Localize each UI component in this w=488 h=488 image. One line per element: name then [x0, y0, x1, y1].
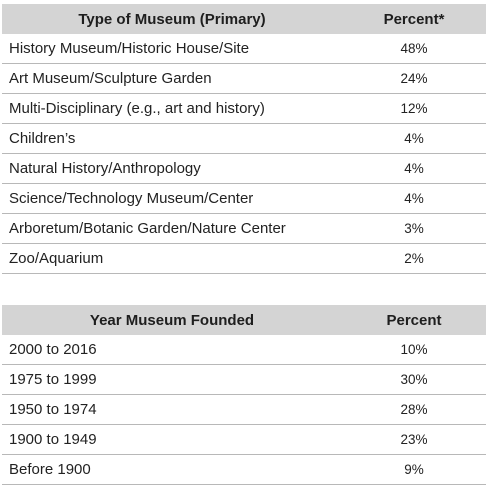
table-row: History Museum/Historic House/Site 48%: [2, 34, 486, 64]
row-value: 4%: [404, 161, 424, 176]
row-label: 1900 to 1949: [9, 431, 97, 448]
row-value: 2%: [404, 251, 424, 266]
row-label: Children’s: [9, 130, 76, 147]
row-label: 2000 to 2016: [9, 341, 97, 358]
table-row: Science/Technology Museum/Center 4%: [2, 184, 486, 214]
museum-type-table: Type of Museum (Primary) Percent* Histor…: [2, 4, 486, 274]
row-label: 1950 to 1974: [9, 401, 97, 418]
table-row: Before 1900 9%: [2, 455, 486, 485]
table-header: Type of Museum (Primary) Percent*: [2, 4, 486, 34]
row-value: 4%: [404, 131, 424, 146]
table-row: Arboretum/Botanic Garden/Nature Center 3…: [2, 214, 486, 244]
row-value: 28%: [400, 402, 428, 417]
row-value: 24%: [400, 71, 428, 86]
year-founded-table: Year Museum Founded Percent 2000 to 2016…: [2, 305, 486, 485]
row-label: 1975 to 1999: [9, 371, 97, 388]
column-header-type: Type of Museum (Primary): [78, 10, 266, 28]
row-label: Multi-Disciplinary (e.g., art and histor…: [9, 100, 265, 117]
column-header-percent: Percent*: [383, 10, 445, 28]
row-label: Zoo/Aquarium: [9, 250, 104, 267]
table-row: Natural History/Anthropology 4%: [2, 154, 486, 184]
table-row: Zoo/Aquarium 2%: [2, 244, 486, 274]
row-value: 4%: [404, 191, 424, 206]
table-row: Art Museum/Sculpture Garden 24%: [2, 64, 486, 94]
row-label: Natural History/Anthropology: [9, 160, 201, 177]
row-value: 10%: [400, 342, 428, 357]
row-value: 9%: [404, 462, 424, 477]
table-row: 2000 to 2016 10%: [2, 335, 486, 365]
row-label: History Museum/Historic House/Site: [9, 40, 250, 57]
column-header-year: Year Museum Founded: [89, 311, 255, 329]
table-header: Year Museum Founded Percent: [2, 305, 486, 335]
table-row: 1900 to 1949 23%: [2, 425, 486, 455]
row-label: Science/Technology Museum/Center: [9, 190, 254, 207]
row-value: 48%: [400, 41, 428, 56]
row-value: 30%: [400, 372, 428, 387]
row-label: Arboretum/Botanic Garden/Nature Center: [9, 220, 286, 237]
row-value: 23%: [400, 432, 428, 447]
row-value: 3%: [404, 221, 424, 236]
table-row: 1975 to 1999 30%: [2, 365, 486, 395]
row-value: 12%: [400, 101, 428, 116]
row-label: Art Museum/Sculpture Garden: [9, 70, 212, 87]
column-header-percent: Percent: [386, 311, 442, 329]
table-row: 1950 to 1974 28%: [2, 395, 486, 425]
row-label: Before 1900: [9, 461, 91, 478]
table-row: Children’s 4%: [2, 124, 486, 154]
table-row: Multi-Disciplinary (e.g., art and histor…: [2, 94, 486, 124]
